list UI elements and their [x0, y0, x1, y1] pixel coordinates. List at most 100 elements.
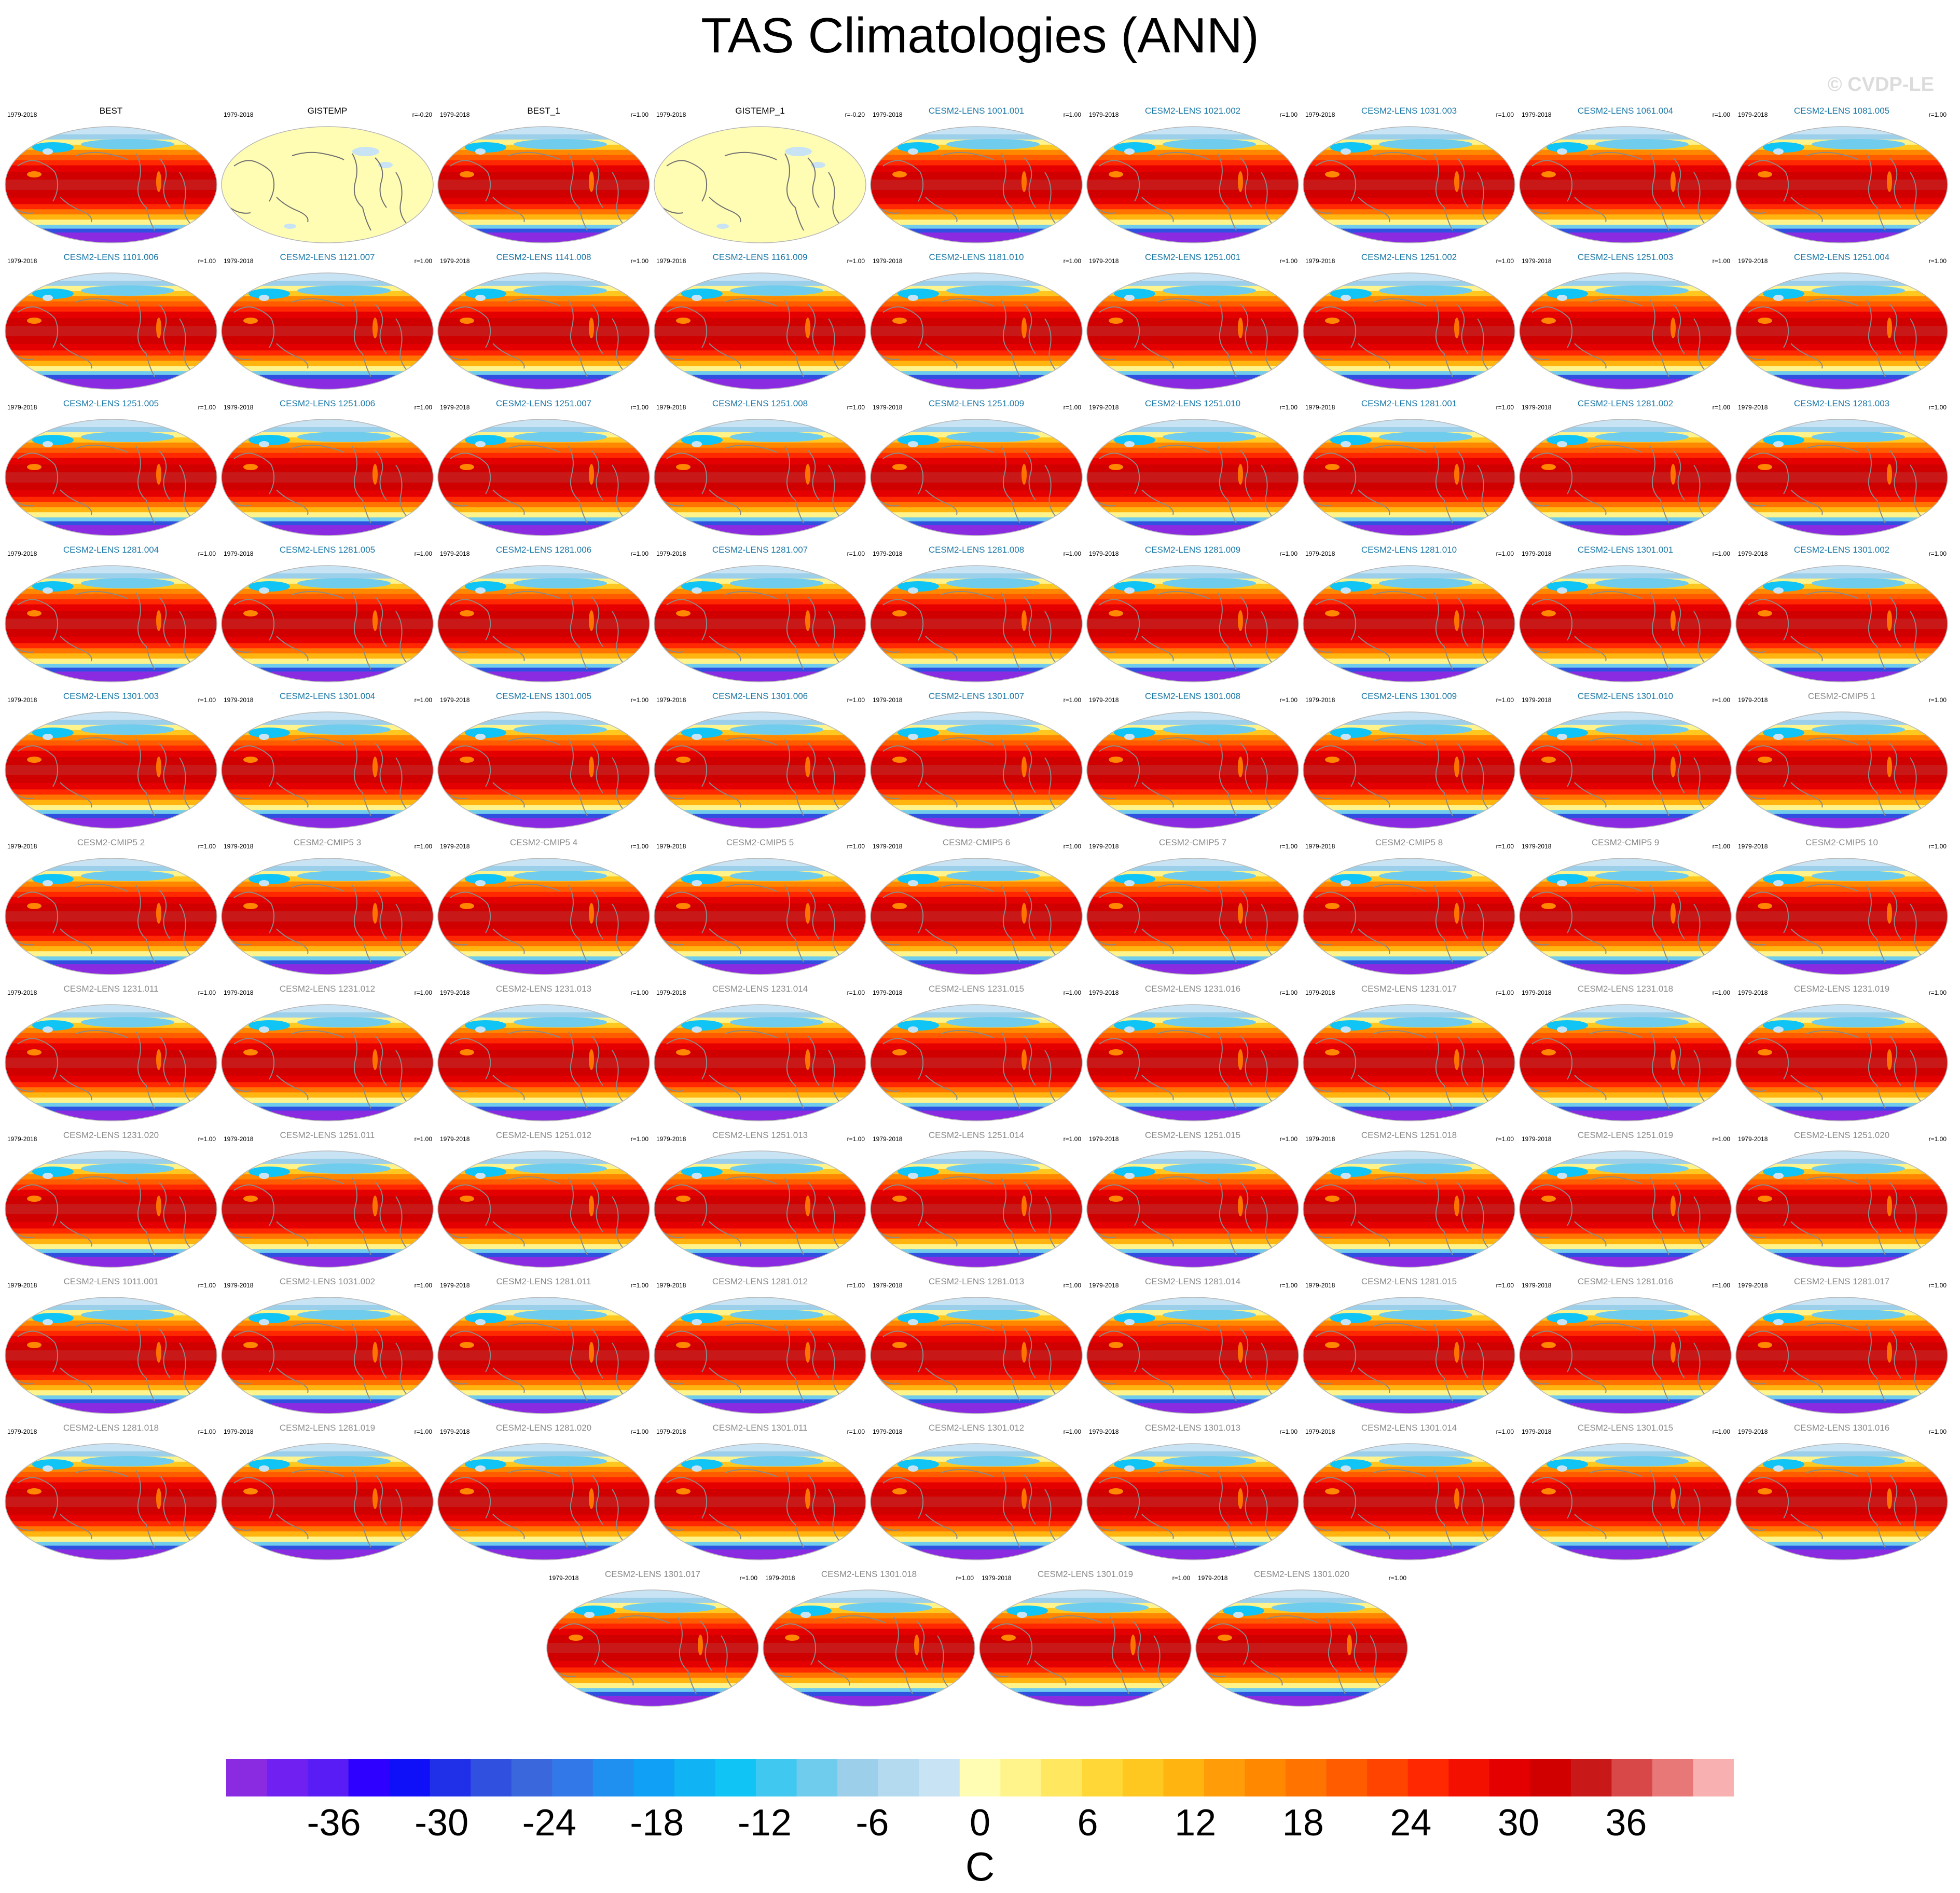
panel-period-label: 1979-2018: [1305, 1282, 1335, 1289]
panel-title: CESM2-CMIP5 3: [293, 838, 362, 847]
colorbar-tick-label: 36: [1605, 1802, 1647, 1844]
panel-period-label: 1979-2018: [1522, 257, 1552, 265]
panel-title: CESM2-CMIP5 7: [1158, 838, 1227, 847]
panel-period-label: 1979-2018: [224, 843, 254, 850]
panel-correlation-label: r=1.00: [414, 550, 432, 557]
panel-title: CESM2-LENS 1281.012: [712, 1277, 808, 1286]
map-panel: 1979-2018 CESM2-LENS 1281.001 r=1.00: [1301, 396, 1517, 538]
map-globe: [1303, 272, 1515, 390]
map-panel: 1979-2018 CESM2-LENS 1301.009 r=1.00: [1301, 689, 1517, 830]
colorbar-swatch: [837, 1759, 879, 1796]
panel-period-label: 1979-2018: [224, 404, 254, 411]
panel-correlation-label: r=1.00: [1928, 696, 1947, 704]
panel-title: CESM2-LENS 1281.003: [1793, 399, 1890, 408]
map-globe: [870, 272, 1083, 390]
colorbar-swatch: [756, 1759, 797, 1796]
map-globe: [654, 711, 866, 829]
map-globe: [5, 419, 217, 536]
map-panel: 1979-2018 BEST_1 r=1.00: [436, 104, 652, 245]
colorbar-tick-label: 0: [969, 1802, 991, 1844]
panel-correlation-label: r=1.00: [1928, 1428, 1947, 1435]
colorbar-tick-label: 24: [1390, 1802, 1432, 1844]
panel-period-label: 1979-2018: [656, 111, 686, 118]
map-globe: [437, 1150, 650, 1268]
map-globe: [870, 711, 1083, 829]
map-panel: 1979-2018 CESM2-LENS 1251.002 r=1.00: [1301, 250, 1517, 391]
map-panel: 1979-2018 CESM2-LENS 1251.019 r=1.00: [1517, 1128, 1733, 1269]
panel-correlation-label: r=1.00: [1279, 257, 1298, 265]
panel-correlation-label: r=1.00: [1928, 1282, 1947, 1289]
colorbar-swatch: [1286, 1759, 1327, 1796]
colorbar-swatch: [1367, 1759, 1409, 1796]
panel-correlation-label: r=-0.20: [412, 111, 432, 118]
map-globe: [1303, 1150, 1515, 1268]
panel-period-label: 1979-2018: [656, 257, 686, 265]
panel-title: CESM2-LENS 1181.010: [929, 252, 1024, 262]
panel-title: CESM2-LENS 1281.009: [1144, 545, 1241, 555]
map-panel: 1979-2018 CESM2-LENS 1231.014 r=1.00: [652, 982, 868, 1123]
panel-period-label: 1979-2018: [7, 843, 37, 850]
panel-title: CESM2-LENS 1281.011: [496, 1277, 591, 1286]
map-panel: 1979-2018 CESM2-LENS 1281.007 r=1.00: [652, 543, 868, 684]
panel-title: CESM2-LENS 1301.013: [1144, 1423, 1241, 1433]
colorbar-swatch: [348, 1759, 390, 1796]
panel-title: CESM2-LENS 1301.016: [1793, 1423, 1890, 1433]
panel-period-label: 1979-2018: [765, 1574, 795, 1582]
panel-correlation-label: r=1.00: [847, 1428, 865, 1435]
panel-period-label: 1979-2018: [224, 550, 254, 557]
panel-title: CESM2-LENS 1231.015: [928, 984, 1025, 994]
panel-correlation-label: r=1.00: [630, 696, 648, 704]
colorbar-swatch: [1163, 1759, 1205, 1796]
panel-period-label: 1979-2018: [656, 1135, 686, 1143]
map-globe: [654, 1150, 866, 1268]
panel-correlation-label: r=-0.20: [845, 111, 865, 118]
map-globe: [1086, 858, 1299, 975]
colorbar-swatch: [1530, 1759, 1571, 1796]
map-panel: 1979-2018 CESM2-LENS 1251.008 r=1.00: [652, 396, 868, 538]
map-globe: [1519, 1443, 1732, 1560]
panel-correlation-label: r=1.00: [1063, 989, 1081, 996]
panel-correlation-label: r=1.00: [630, 1428, 648, 1435]
map-panel: 1979-2018 CESM2-LENS 1281.003 r=1.00: [1734, 396, 1950, 538]
panel-period-label: 1979-2018: [7, 1428, 37, 1435]
colorbar-tick-label: -24: [522, 1802, 576, 1844]
panel-title: CESM2-LENS 1001.001: [928, 106, 1025, 116]
panel-title: CESM2-LENS 1231.011: [63, 984, 159, 994]
panel-period-label: 1979-2018: [440, 111, 470, 118]
map-globe: [221, 565, 434, 682]
map-panel: 1979-2018 CESM2-LENS 1281.017 r=1.00: [1734, 1274, 1950, 1416]
panel-correlation-label: r=1.00: [1712, 1135, 1730, 1143]
map-globe: [1735, 126, 1948, 243]
panel-period-label: 1979-2018: [1305, 111, 1335, 118]
map-panel: 1979-2018 CESM2-LENS 1281.016 r=1.00: [1517, 1274, 1733, 1416]
panel-correlation-label: r=1.00: [1279, 1282, 1298, 1289]
panel-correlation-label: r=1.00: [847, 1282, 865, 1289]
panel-period-label: 1979-2018: [873, 111, 903, 118]
map-panel: 1979-2018 CESM2-LENS 1281.011 r=1.00: [436, 1274, 652, 1416]
colorbar-swatch: [1000, 1759, 1042, 1796]
map-panel: 1979-2018 CESM2-LENS 1061.004 r=1.00: [1517, 104, 1733, 245]
map-globe: [1735, 272, 1948, 390]
map-panel: 1979-2018 CESM2-LENS 1141.008 r=1.00: [436, 250, 652, 391]
panel-correlation-label: r=1.00: [1928, 257, 1947, 265]
map-globe: [1195, 1589, 1408, 1707]
colorbar-swatch: [389, 1759, 431, 1796]
map-globe: [5, 858, 217, 975]
panel-period-label: 1979-2018: [1305, 843, 1335, 850]
panel-title: CESM2-LENS 1251.004: [1793, 252, 1890, 262]
map-panel: 1979-2018 CESM2-LENS 1301.014 r=1.00: [1301, 1421, 1517, 1562]
panel-title: BEST_1: [527, 106, 560, 116]
panel-title: CESM2-LENS 1301.008: [1144, 691, 1241, 701]
panel-grid: 1979-2018 BEST 1979-2018 GISTEMP r=-0.20 1979…: [5, 104, 1950, 1707]
panel-title: CESM2-LENS 1251.007: [495, 399, 592, 408]
map-globe: [1086, 419, 1299, 536]
panel-correlation-label: r=1.00: [414, 696, 432, 704]
panel-period-label: 1979-2018: [1522, 989, 1552, 996]
panel-period-label: 1979-2018: [1738, 111, 1768, 118]
panel-period-label: 1979-2018: [440, 404, 470, 411]
panel-correlation-label: r=1.00: [1928, 1135, 1947, 1143]
map-globe: [437, 1443, 650, 1560]
panel-correlation-label: r=1.00: [1496, 1282, 1514, 1289]
map-panel: 1979-2018 CESM2-LENS 1281.019 r=1.00: [219, 1421, 435, 1562]
panel-title: CESM2-LENS 1231.014: [712, 984, 808, 994]
